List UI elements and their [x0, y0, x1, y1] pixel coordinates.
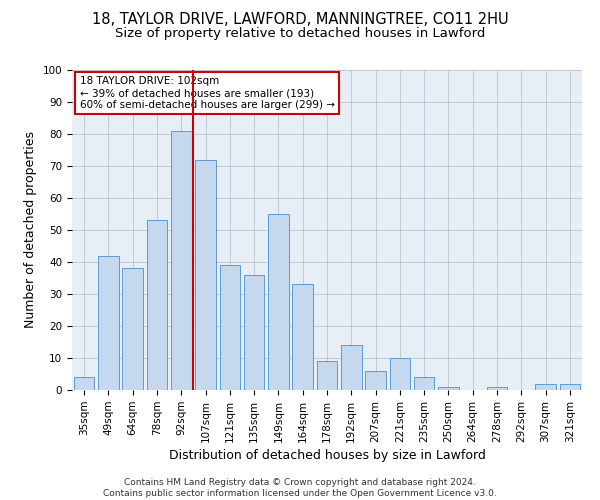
Bar	[244, 275, 265, 390]
Bar	[341, 345, 362, 390]
Bar	[389, 358, 410, 390]
Text: 18, TAYLOR DRIVE, LAWFORD, MANNINGTREE, CO11 2HU: 18, TAYLOR DRIVE, LAWFORD, MANNINGTREE, …	[92, 12, 508, 28]
Bar	[74, 377, 94, 390]
Bar	[146, 220, 167, 390]
Bar	[195, 160, 216, 390]
Bar	[98, 256, 119, 390]
X-axis label: Distribution of detached houses by size in Lawford: Distribution of detached houses by size …	[169, 449, 485, 462]
Bar	[535, 384, 556, 390]
Text: Contains HM Land Registry data © Crown copyright and database right 2024.
Contai: Contains HM Land Registry data © Crown c…	[103, 478, 497, 498]
Text: Size of property relative to detached houses in Lawford: Size of property relative to detached ho…	[115, 28, 485, 40]
Bar	[487, 387, 508, 390]
Y-axis label: Number of detached properties: Number of detached properties	[24, 132, 37, 328]
Bar	[268, 214, 289, 390]
Bar	[414, 377, 434, 390]
Bar	[365, 371, 386, 390]
Bar	[292, 284, 313, 390]
Bar	[171, 131, 191, 390]
Text: 18 TAYLOR DRIVE: 102sqm
← 39% of detached houses are smaller (193)
60% of semi-d: 18 TAYLOR DRIVE: 102sqm ← 39% of detache…	[80, 76, 335, 110]
Bar	[220, 265, 240, 390]
Bar	[560, 384, 580, 390]
Bar	[317, 361, 337, 390]
Bar	[122, 268, 143, 390]
Bar	[438, 387, 459, 390]
